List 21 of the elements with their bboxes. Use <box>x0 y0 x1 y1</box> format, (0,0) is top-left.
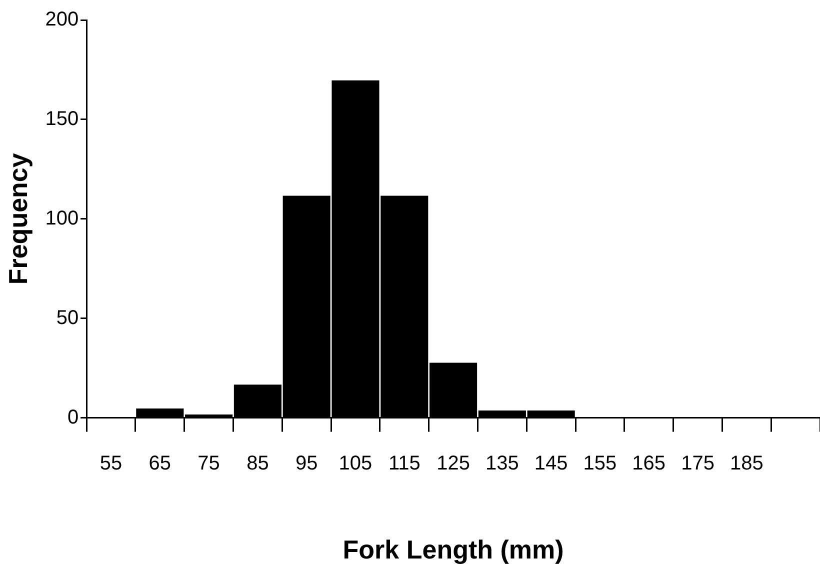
x-tick-label: 65 <box>148 452 172 474</box>
y-axis-title: Frequency <box>2 152 33 285</box>
x-tick-label: 125 <box>436 452 470 474</box>
x-tick-label: 145 <box>534 452 568 474</box>
x-tick-label: 115 <box>388 452 420 474</box>
x-tick-label: 55 <box>100 452 122 474</box>
x-tick-label: 185 <box>730 452 764 474</box>
y-tick-label: 150 <box>45 108 79 130</box>
x-axis-title: Fork Length (mm) <box>342 534 564 565</box>
x-tick-label: 105 <box>338 452 372 474</box>
x-tick-label: 155 <box>583 452 617 474</box>
y-tick-label: 200 <box>45 8 79 31</box>
x-tick-label: 95 <box>295 452 318 474</box>
x-tick-label: 85 <box>246 452 269 474</box>
y-tick-label: 100 <box>45 207 79 230</box>
y-tick-label: 0 <box>67 406 79 428</box>
y-tick-label: 50 <box>56 306 79 329</box>
x-tick-label: 75 <box>198 452 220 474</box>
x-tick-label: 175 <box>681 452 714 474</box>
x-tick-label: 135 <box>485 452 519 474</box>
x-tick-label: 165 <box>632 452 666 474</box>
